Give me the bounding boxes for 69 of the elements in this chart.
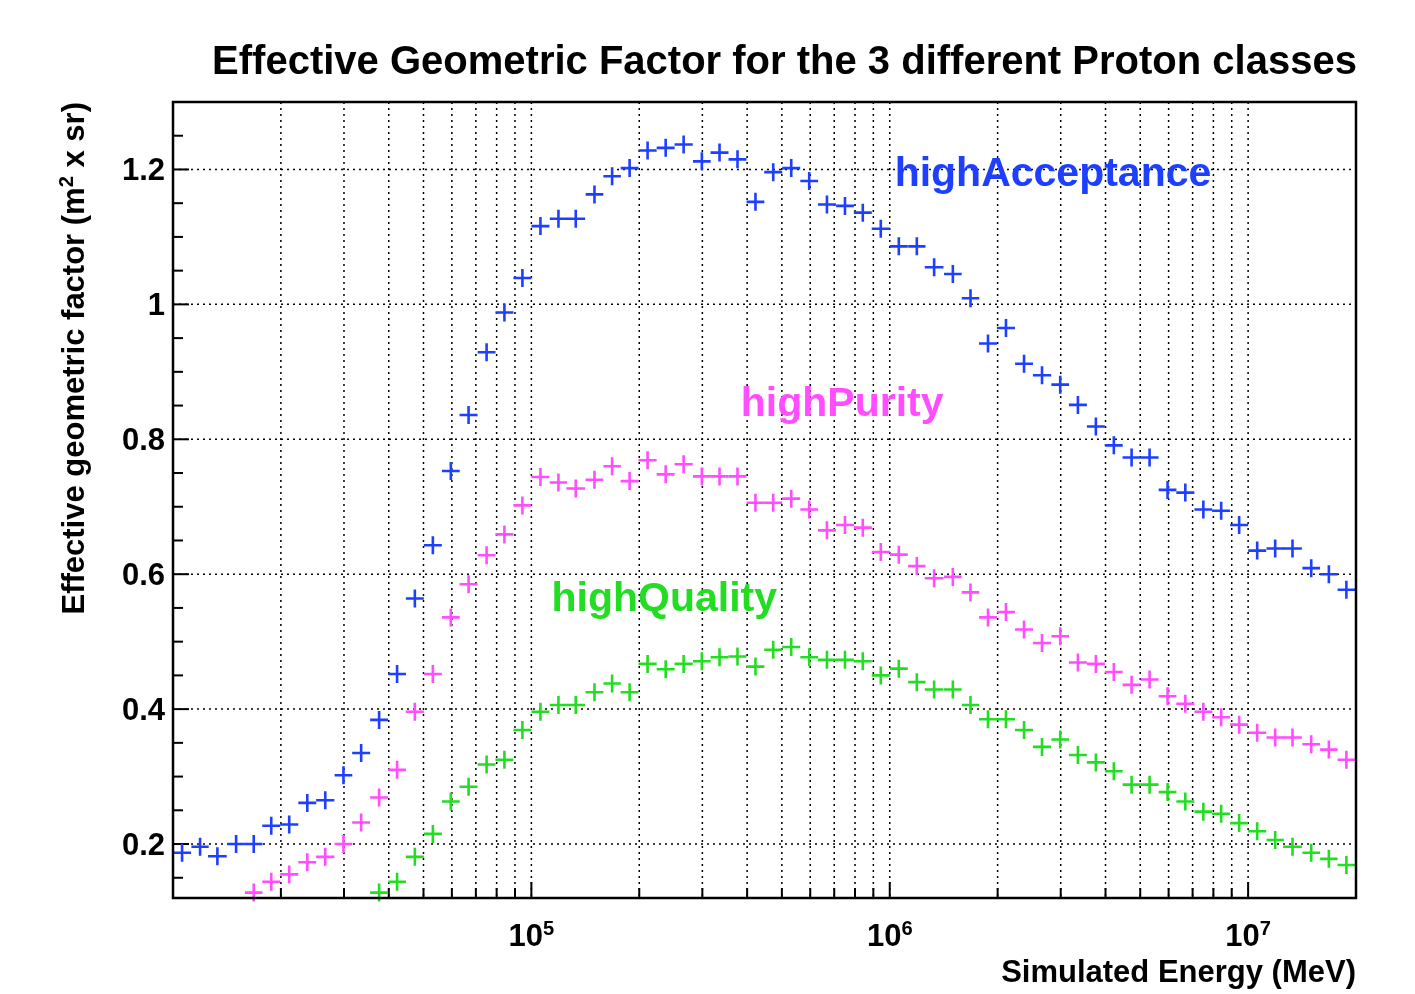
point: [1175, 791, 1196, 812]
point: [1067, 744, 1089, 766]
point: [619, 681, 640, 703]
point: [816, 649, 838, 671]
y-tick-label: 0.4: [121, 692, 166, 728]
point: [709, 646, 730, 668]
point: [584, 681, 605, 703]
point: [1013, 719, 1035, 741]
point: [476, 754, 497, 775]
point: [404, 846, 426, 868]
point: [727, 646, 748, 667]
point: [1265, 829, 1286, 851]
y-tick-label: 0.6: [121, 557, 165, 593]
x-tick-label: 10$^{7}$: [1225, 917, 1271, 953]
point: [565, 694, 587, 716]
series-label: highAcceptance: [894, 148, 1212, 195]
point: [745, 656, 766, 677]
point: [530, 701, 551, 723]
point: [1228, 812, 1250, 834]
point: [870, 665, 892, 686]
point: [494, 749, 515, 771]
chart-title: Effective Geometric Factor for the 3 different Proton classes: [212, 38, 1357, 82]
point: [422, 823, 444, 845]
point: [637, 653, 658, 675]
point: [386, 871, 408, 893]
y-tick-label: 1: [147, 287, 165, 323]
point: [1031, 736, 1053, 758]
point: [977, 708, 999, 730]
x-tick-label: 10$^{6}$: [866, 917, 913, 953]
point: [655, 659, 676, 680]
point: [1336, 854, 1357, 876]
point: [995, 708, 1017, 730]
y-tick-label: 0.2: [121, 827, 165, 863]
point: [1157, 781, 1178, 803]
point: [691, 650, 712, 672]
point: [906, 671, 927, 693]
point: [548, 694, 569, 716]
series-label: highPurity: [740, 379, 944, 426]
point: [458, 776, 479, 797]
point: [673, 653, 695, 675]
point: [888, 658, 910, 679]
point: [834, 649, 856, 671]
point: [923, 679, 945, 700]
point: [1121, 774, 1142, 795]
point: [602, 673, 623, 694]
point: [1050, 729, 1071, 750]
point: [942, 679, 963, 700]
point: [1318, 848, 1339, 870]
x-tick-label: 10$^{5}$: [508, 917, 555, 953]
series-label: highQuality: [551, 574, 778, 621]
point: [780, 636, 802, 658]
point: [1210, 803, 1232, 824]
point: [960, 694, 981, 716]
point: [1246, 820, 1268, 842]
point: [762, 639, 784, 661]
point: [1139, 774, 1160, 795]
x-axis-title: Simulated Energy (MeV): [1001, 954, 1356, 989]
point: [440, 791, 461, 812]
point: [1085, 752, 1107, 773]
point: [1193, 801, 1214, 822]
point: [1301, 842, 1322, 864]
point: [799, 646, 820, 668]
point: [512, 719, 533, 741]
y-tick-label: 1.2: [121, 152, 165, 188]
y-tick-label: 0.8: [121, 422, 165, 458]
point: [852, 650, 874, 672]
point: [1103, 760, 1125, 782]
point: [1281, 836, 1304, 858]
point: [368, 882, 390, 903]
